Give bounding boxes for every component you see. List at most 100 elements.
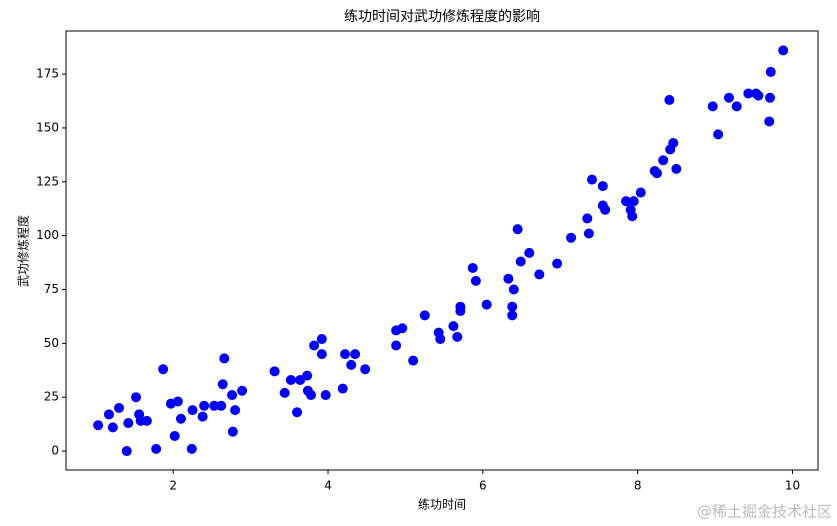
x-tick-label: 8 (634, 479, 642, 493)
x-axis-label: 练功时间 (418, 497, 466, 512)
y-tick-label: 25 (44, 390, 59, 404)
point (316, 334, 327, 345)
point (337, 383, 348, 394)
point (151, 443, 162, 454)
point (219, 353, 230, 364)
point (346, 359, 357, 370)
point (753, 90, 764, 101)
point (131, 392, 142, 403)
point (175, 413, 186, 424)
point (627, 211, 638, 222)
point (671, 163, 682, 174)
x-tick-label: 2 (169, 479, 177, 493)
x-tick-label: 6 (479, 479, 487, 493)
point (227, 390, 238, 401)
point (778, 45, 789, 56)
point (435, 334, 446, 345)
point (391, 340, 402, 351)
point (169, 430, 180, 441)
point (279, 387, 290, 398)
point (269, 366, 280, 377)
point (628, 196, 639, 207)
point (172, 396, 183, 407)
point (621, 196, 632, 207)
x-tick-label: 10 (785, 479, 800, 493)
point (481, 299, 492, 310)
point (340, 349, 351, 360)
point (765, 66, 776, 77)
point (586, 174, 597, 185)
point (665, 144, 676, 155)
point (360, 364, 371, 375)
point (199, 400, 210, 411)
point (455, 306, 466, 317)
point (470, 275, 481, 286)
plot-frame (65, 30, 819, 471)
y-tick-label: 175 (36, 67, 59, 81)
y-tick-label: 100 (36, 228, 59, 242)
point (419, 310, 430, 321)
point (508, 284, 519, 295)
point (292, 407, 303, 418)
point (635, 187, 646, 198)
point (114, 402, 125, 413)
point (197, 411, 208, 422)
point (230, 405, 241, 416)
point (103, 409, 114, 420)
point (93, 420, 104, 431)
point (566, 232, 577, 243)
point (452, 331, 463, 342)
point (512, 224, 523, 235)
point (123, 418, 134, 429)
point (707, 101, 718, 112)
point (309, 340, 320, 351)
watermark: @稀土掘金技术社区 (697, 503, 832, 521)
point (583, 228, 594, 239)
point (765, 92, 776, 103)
point (186, 443, 197, 454)
point (216, 400, 227, 411)
point (302, 370, 313, 381)
point (158, 364, 169, 375)
point (397, 323, 408, 334)
y-tick-label: 150 (36, 120, 59, 134)
y-tick-label: 0 (51, 444, 59, 458)
point (582, 213, 593, 224)
point (731, 101, 742, 112)
point (209, 400, 220, 411)
point (600, 204, 611, 215)
x-tick-label: 4 (324, 479, 332, 493)
point (121, 446, 132, 457)
y-tick-label: 50 (44, 336, 59, 350)
point (507, 301, 518, 312)
point (658, 155, 669, 166)
point (320, 390, 331, 401)
point (764, 116, 775, 127)
point (217, 379, 228, 390)
point (743, 88, 754, 99)
point (534, 269, 545, 280)
point (597, 181, 608, 192)
point (316, 349, 327, 360)
y-tick-label: 75 (44, 282, 59, 296)
y-tick-label: 125 (36, 174, 59, 188)
point (664, 94, 675, 105)
point (237, 385, 248, 396)
point (285, 374, 296, 385)
point (467, 262, 478, 273)
point (507, 310, 518, 321)
point (713, 129, 724, 140)
point (503, 273, 514, 284)
point (227, 426, 238, 437)
point (651, 168, 662, 179)
point (408, 355, 419, 366)
point (107, 422, 118, 433)
y-axis-label: 武功修炼程度 (16, 215, 31, 287)
point (515, 256, 526, 267)
point (723, 92, 734, 103)
point (350, 349, 361, 360)
point (141, 415, 152, 426)
point (524, 247, 535, 258)
point (552, 258, 563, 269)
